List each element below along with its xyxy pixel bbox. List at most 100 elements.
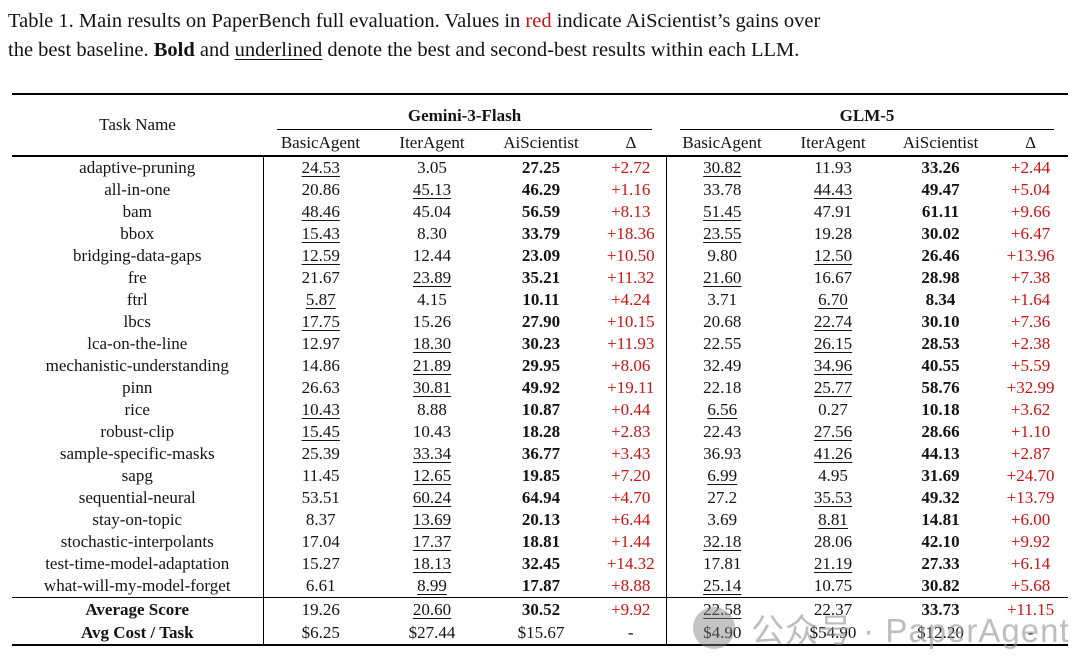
value-cell: - [627, 623, 634, 642]
value-cell: 6.61 [262, 575, 378, 598]
value-cell: 9.80 [665, 245, 779, 267]
value-cell: $15.67 [517, 623, 565, 642]
value-cell: 10.87 [521, 400, 561, 419]
col-header-basicagent: BasicAgent [280, 132, 361, 152]
value-cell: 18.30 [412, 334, 452, 353]
table-row: stochastic-interpolants 17.04 17.37 18.81 +1… [12, 531, 1068, 553]
value-cell: +13.96 [1006, 246, 1055, 265]
value-cell: 25.77 [813, 378, 853, 397]
value-cell: - [1027, 623, 1034, 642]
sub-header-row: BasicAgent IterAgent AiScientist Δ Basic… [12, 130, 1068, 156]
value-cell: 8.99 [417, 576, 447, 595]
table-footer: Average Score 19.26 20.60 30.52 +9.92 22.58 22… [12, 597, 1069, 645]
value-cell: 30.02 [921, 224, 960, 243]
task-name-header: Task Name [99, 115, 176, 134]
table-body: adaptive-pruning 24.53 3.05 27.25 +2.72 30.82… [12, 156, 1068, 598]
caption-bold-word: Bold [153, 39, 195, 61]
value-cell: +13.79 [1006, 488, 1055, 507]
task-name-cell: all-in-one [104, 180, 171, 199]
value-cell: 25.14 [665, 575, 779, 598]
table-row: fre 21.67 23.89 35.21 +11.32 21.60 16.67 28.98 +… [12, 267, 1068, 289]
task-name-cell: adaptive-pruning [79, 158, 196, 177]
table-row: what-will-my-model-forget 6.61 8.99 17.87 +8… [12, 575, 1068, 598]
value-cell: +7.20 [611, 466, 651, 485]
value-cell: 15.43 [262, 223, 378, 245]
value-cell: 21.67 [262, 267, 378, 289]
value-cell: +7.38 [1010, 268, 1051, 287]
value-cell: 28.66 [921, 422, 960, 441]
value-cell: 4.15 [417, 290, 447, 309]
value-cell: +32.99 [1006, 378, 1055, 397]
value-cell: 10.43 [262, 399, 378, 421]
col-header-delta: Δ [1025, 132, 1037, 152]
value-cell: 56.59 [521, 202, 561, 221]
value-cell: +11.32 [607, 268, 655, 287]
caption-text: denote the best and second-best results … [322, 39, 800, 61]
table-row: stay-on-topic 8.37 13.69 20.13 +6.44 3.69 8.81… [12, 509, 1068, 531]
value-cell: $4.90 [665, 621, 779, 645]
value-cell: +2.44 [1010, 158, 1051, 177]
value-cell: 35.21 [521, 268, 561, 287]
value-cell: 3.05 [417, 158, 447, 177]
value-cell: 4.95 [818, 466, 848, 485]
value-cell: 35.53 [813, 488, 853, 507]
value-cell: +11.93 [607, 334, 655, 353]
value-cell: +6.14 [1010, 554, 1051, 573]
value-cell: +8.88 [611, 576, 651, 595]
task-name-cell: bridging-data-gaps [73, 246, 202, 265]
task-name-cell: Avg Cost / Task [80, 623, 194, 642]
table-row: bridging-data-gaps 12.59 12.44 23.09 +10.50 9… [12, 245, 1068, 267]
value-cell: 8.34 [925, 290, 956, 309]
value-cell: +5.04 [1010, 180, 1051, 199]
value-cell: 36.77 [521, 444, 561, 463]
table-row: sample-specific-masks 25.39 33.34 36.77 +3.4… [12, 443, 1068, 465]
value-cell: 32.18 [665, 531, 779, 553]
table-row: rice 10.43 8.88 10.87 +0.44 6.56 0.27 10.18 +3.6… [12, 399, 1068, 421]
value-cell: 10.11 [522, 290, 560, 309]
value-cell: +2.72 [611, 158, 651, 177]
value-cell: 12.44 [412, 246, 452, 265]
value-cell: 15.27 [262, 553, 378, 575]
value-cell: 8.30 [417, 224, 447, 243]
task-name-cell: fre [127, 268, 147, 287]
value-cell: 10.75 [813, 576, 853, 595]
table-row: ftrl 5.87 4.15 10.11 +4.24 3.71 6.70 8.34 +1.64 [12, 289, 1068, 311]
task-name-cell: stay-on-topic [92, 510, 183, 529]
task-name-cell: lca-on-the-line [87, 334, 188, 353]
value-cell: 45.13 [412, 180, 452, 199]
value-cell: 33.73 [921, 600, 960, 619]
value-cell: +3.43 [611, 444, 651, 463]
value-cell: 60.24 [412, 488, 452, 507]
value-cell: 20.68 [665, 311, 779, 333]
table-row: robust-clip 15.45 10.43 18.28 +2.83 22.43 27.5… [12, 421, 1068, 443]
value-cell: 12.97 [262, 333, 378, 355]
value-cell: +9.92 [1010, 532, 1051, 551]
table-row: pinn 26.63 30.81 49.92 +19.11 22.18 25.77 58.76… [12, 377, 1068, 399]
value-cell: +11.15 [1006, 600, 1055, 619]
value-cell: +5.59 [1010, 356, 1051, 375]
value-cell: 58.76 [921, 378, 960, 397]
value-cell: +5.68 [1010, 576, 1051, 595]
value-cell: 27.56 [813, 422, 853, 441]
value-cell: 5.87 [262, 289, 378, 311]
value-cell: 26.63 [262, 377, 378, 399]
value-cell: +1.44 [611, 532, 651, 551]
group-header-row: Task Name Gemini-3-Flash GLM-5 [12, 94, 1068, 134]
value-cell: +0.44 [611, 400, 651, 419]
task-name-cell: lbcs [123, 312, 151, 331]
value-cell: +2.87 [1010, 444, 1051, 463]
value-cell: 29.95 [521, 356, 561, 375]
value-cell: 22.55 [665, 333, 779, 355]
value-cell: 23.55 [665, 223, 779, 245]
table-row: bbox 15.43 8.30 33.79 +18.36 23.55 19.28 30.02 +… [12, 223, 1068, 245]
value-cell: $12.20 [917, 623, 964, 642]
value-cell: 6.99 [665, 465, 779, 487]
task-name-cell: robust-clip [100, 422, 175, 441]
value-cell: +1.64 [1010, 290, 1051, 309]
value-cell: 26.46 [921, 246, 960, 265]
value-cell: 20.60 [412, 600, 452, 619]
value-cell: 30.23 [521, 334, 561, 353]
value-cell: 44.13 [921, 444, 960, 463]
value-cell: 12.65 [412, 466, 452, 485]
